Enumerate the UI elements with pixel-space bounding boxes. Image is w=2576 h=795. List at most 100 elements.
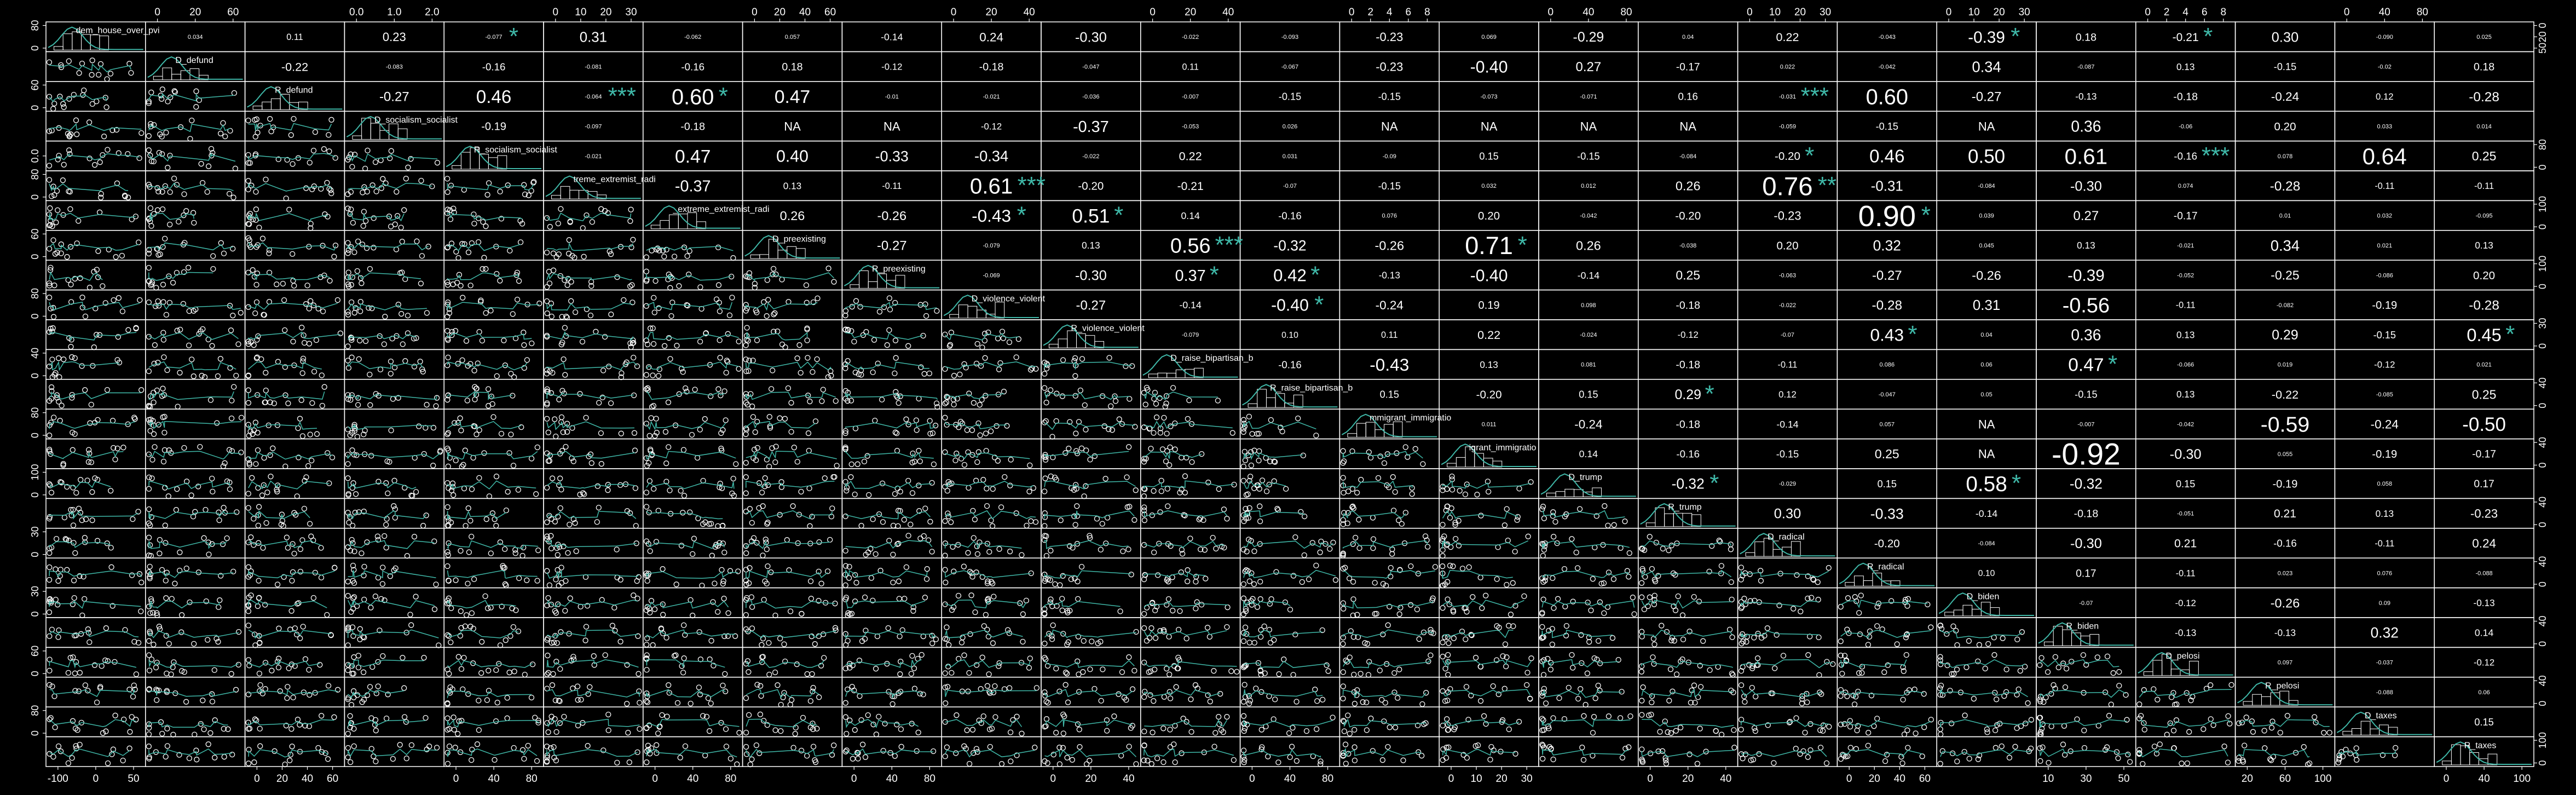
scatter-point — [2000, 635, 2006, 641]
scatter-point — [506, 670, 512, 676]
scatter-point — [190, 373, 197, 379]
scatter-point — [256, 540, 262, 546]
scatter-point — [1540, 596, 1546, 602]
scatter-point — [568, 298, 574, 304]
panel-16-1 — [145, 498, 246, 529]
scatter-point — [1542, 578, 1548, 584]
scatter-point — [461, 655, 467, 661]
scatter-point — [189, 356, 195, 362]
correlation-value: 0.27 — [2073, 209, 2099, 223]
panel-8-3 — [344, 260, 444, 291]
scatter-point — [853, 580, 859, 586]
scatter-point — [951, 373, 957, 379]
scatter-point — [178, 612, 185, 618]
panel-3-8: NA — [841, 111, 942, 142]
scatter-point — [933, 636, 939, 642]
scatter-point — [1204, 625, 1211, 631]
scatter-point — [1143, 638, 1150, 644]
scatter-point — [146, 368, 152, 375]
scatter-point — [929, 640, 935, 647]
scatter-point — [473, 431, 480, 437]
correlation-value: -0.022 — [1779, 302, 1796, 309]
scatter-point — [318, 574, 325, 581]
panel-border — [1239, 408, 1341, 440]
scatter-point — [1550, 575, 1556, 581]
scatter-point — [55, 355, 62, 361]
panel-7-0 — [45, 230, 146, 261]
scatter-point — [1224, 516, 1230, 522]
scatter-point — [349, 522, 356, 529]
scatter-point — [723, 417, 729, 423]
smooth-line — [49, 570, 142, 578]
scatter-point — [1574, 565, 1581, 571]
scatter-point — [636, 671, 642, 677]
panel-10-17: -0.07 — [1737, 319, 1838, 350]
scatter-point — [210, 488, 216, 495]
scatter-point — [546, 269, 552, 275]
panel-8-22: -0.25 — [2234, 260, 2336, 291]
scatter-point — [299, 433, 306, 439]
scatter-point — [167, 152, 173, 159]
scatter-point — [646, 364, 652, 370]
scatter-point — [1716, 537, 1722, 544]
scatter-point — [346, 520, 352, 526]
scatter-point — [136, 239, 142, 245]
scatter-point — [163, 595, 169, 601]
scatter-point — [1604, 604, 1611, 610]
scatter-point — [725, 359, 731, 365]
scatter-point — [643, 386, 650, 392]
histogram-bar — [1194, 367, 1204, 378]
scatter-point — [264, 489, 270, 496]
scatter-point — [413, 489, 419, 495]
scatter-point — [897, 671, 903, 677]
scatter-point — [544, 371, 550, 377]
scatter-point — [387, 155, 393, 162]
scatter-point — [290, 251, 296, 257]
scatter-point — [721, 633, 727, 640]
scatter-point — [256, 640, 263, 646]
scatter-point — [1267, 640, 1274, 646]
scatter-point — [587, 451, 594, 457]
correlation-value: -0.27 — [1076, 298, 1106, 313]
scatter-point — [1256, 430, 1262, 437]
correlation-value: -0.084 — [1679, 153, 1696, 160]
scatter-point — [1541, 546, 1547, 553]
scatter-point — [1257, 596, 1263, 602]
scatter-point — [1043, 552, 1050, 559]
panel-border — [643, 260, 743, 291]
smooth-line — [546, 600, 638, 608]
scatter-point — [720, 522, 726, 529]
scatter-point — [381, 341, 387, 347]
scatter-point — [1292, 631, 1298, 638]
panel-18-2 — [244, 557, 345, 589]
panel-8-8: R_preexisting — [841, 260, 942, 291]
scatter-point — [171, 175, 177, 182]
panel-border — [543, 528, 644, 558]
scatter-point — [480, 266, 486, 272]
panel-21-15 — [1538, 647, 1639, 678]
smooth-line — [945, 361, 1036, 370]
panel-18-15 — [1538, 557, 1639, 589]
scatter-point — [50, 237, 56, 243]
scatter-point — [1601, 580, 1607, 586]
scatter-point — [929, 549, 935, 555]
panel-9-3 — [344, 289, 444, 320]
scatter-point — [61, 356, 67, 362]
panel-21-6 — [643, 647, 743, 678]
scatter-point — [1512, 549, 1518, 555]
correlation-value: -0.16 — [1676, 448, 1700, 460]
scatter-point — [1729, 670, 1735, 677]
smooth-line — [845, 422, 936, 429]
scatter-point — [1738, 577, 1744, 583]
scatter-point — [210, 253, 216, 259]
scatter-point — [1347, 654, 1353, 660]
scatter-point — [892, 429, 898, 435]
scatter-point — [89, 72, 95, 78]
smooth-line — [546, 570, 639, 579]
density-line — [48, 26, 143, 50]
smooth-line — [347, 361, 424, 370]
scatter-point — [650, 325, 656, 331]
panel-20-15 — [1538, 617, 1639, 648]
scatter-point — [160, 337, 167, 343]
scatter-point — [345, 343, 351, 349]
